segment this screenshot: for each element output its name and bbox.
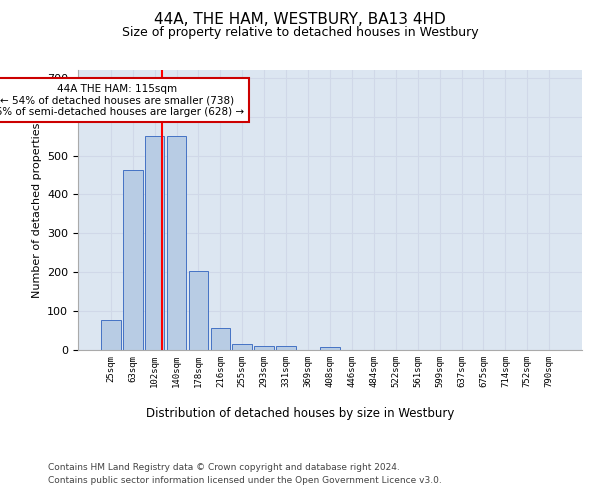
Text: 44A THE HAM: 115sqm
← 54% of detached houses are smaller (738)
46% of semi-detac: 44A THE HAM: 115sqm ← 54% of detached ho… [0, 84, 244, 117]
Text: Distribution of detached houses by size in Westbury: Distribution of detached houses by size … [146, 408, 454, 420]
Text: Contains HM Land Registry data © Crown copyright and database right 2024.: Contains HM Land Registry data © Crown c… [48, 462, 400, 471]
Bar [254, 346, 274, 350]
Text: Size of property relative to detached houses in Westbury: Size of property relative to detached ho… [122, 26, 478, 39]
Y-axis label: Number of detached properties: Number of detached properties [32, 122, 41, 298]
Bar [232, 344, 252, 350]
Bar [167, 136, 187, 350]
Bar [276, 346, 296, 350]
Bar [145, 136, 164, 350]
Bar [188, 270, 208, 350]
Bar [211, 328, 230, 350]
Bar [101, 320, 121, 350]
Bar [320, 347, 340, 350]
Text: 44A, THE HAM, WESTBURY, BA13 4HD: 44A, THE HAM, WESTBURY, BA13 4HD [154, 12, 446, 28]
Bar [123, 170, 143, 350]
Text: Contains public sector information licensed under the Open Government Licence v3: Contains public sector information licen… [48, 476, 442, 485]
